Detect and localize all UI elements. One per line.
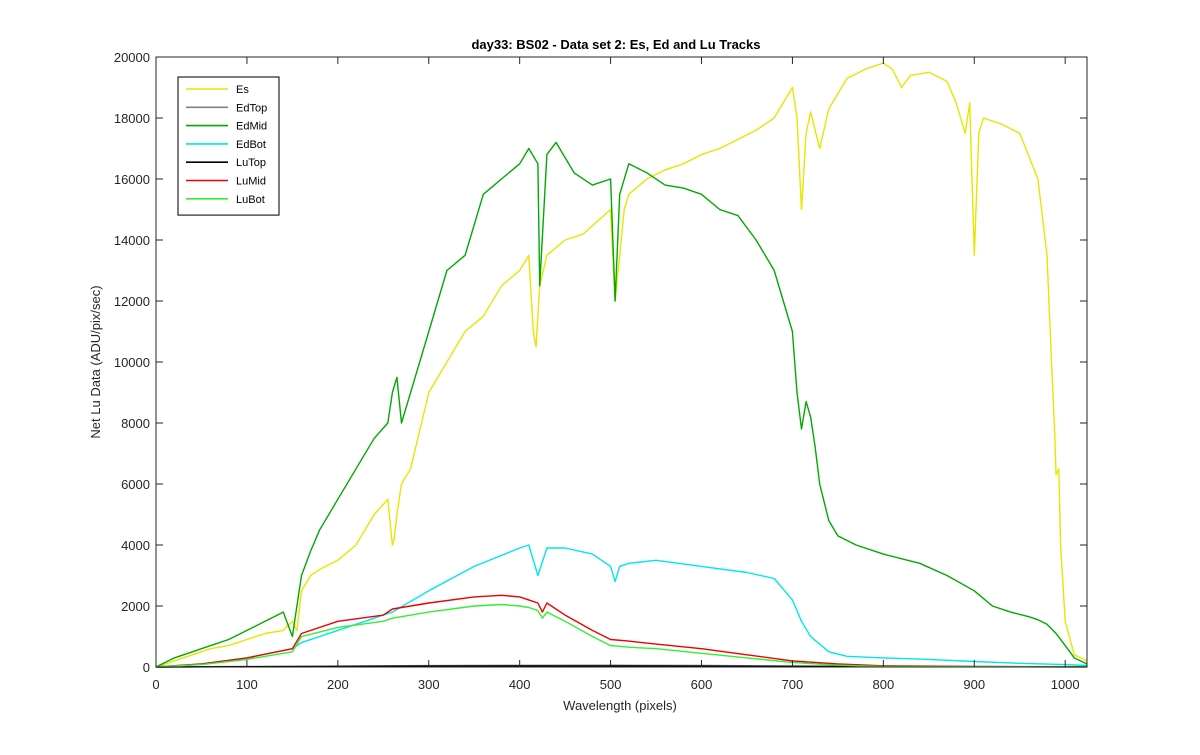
- x-axis-label: Wavelength (pixels): [563, 698, 677, 713]
- legend-label-lutop: LuTop: [236, 157, 266, 169]
- series-line-lubot: [155, 603, 1088, 668]
- y-tick-label: 14000: [114, 233, 150, 248]
- x-tick-label: 700: [782, 677, 804, 692]
- series-line-lumid: [155, 594, 1088, 668]
- legend-label-edbot: EdBot: [236, 139, 266, 151]
- y-axis-label: Net Lu Data (ADU/pix/sec): [88, 285, 103, 438]
- y-tick-label: 4000: [121, 538, 150, 553]
- x-tick-label: 800: [872, 677, 894, 692]
- legend-label-edtop: EdTop: [236, 102, 267, 114]
- legend-label-lubot: LuBot: [236, 194, 265, 206]
- legend-label-edmid: EdMid: [236, 121, 267, 133]
- x-tick-label: 600: [691, 677, 713, 692]
- x-tick-label: 0: [152, 677, 159, 692]
- y-tick-label: 18000: [114, 111, 150, 126]
- x-tick-label: 300: [418, 677, 440, 692]
- axes-group: 0 100 200 300 400 500 600 700 800 900 100002000400…: [114, 50, 1088, 692]
- x-tick-label: 400: [509, 677, 531, 692]
- x-tick-label: 500: [600, 677, 622, 692]
- y-tick-label: 10000: [114, 355, 150, 370]
- legend-label-lumid: LuMid: [236, 176, 266, 188]
- y-tick-label: 20000: [114, 50, 150, 65]
- series-line-edmid: [155, 141, 1088, 668]
- y-tick-label: 2000: [121, 599, 150, 614]
- legend: Es EdTop EdMid EdBot LuTop LuMid LuBot: [177, 76, 280, 216]
- x-tick-label: 900: [963, 677, 985, 692]
- y-tick-label: 12000: [114, 294, 150, 309]
- x-tick-label: 1000: [1051, 677, 1080, 692]
- legend-box: [177, 76, 280, 216]
- series-line-edbot: [155, 544, 1088, 668]
- y-tick-label: 6000: [121, 477, 150, 492]
- y-tick-label: 8000: [121, 416, 150, 431]
- chart-title: day33: BS02 - Data set 2: Es, Ed and Lu …: [471, 37, 760, 52]
- y-tick-label: 16000: [114, 172, 150, 187]
- y-tick-label: 0: [143, 660, 150, 675]
- series-line-es: [155, 62, 1088, 668]
- x-tick-label: 200: [327, 677, 349, 692]
- x-tick-label: 100: [236, 677, 258, 692]
- legend-label-es: Es: [236, 84, 249, 96]
